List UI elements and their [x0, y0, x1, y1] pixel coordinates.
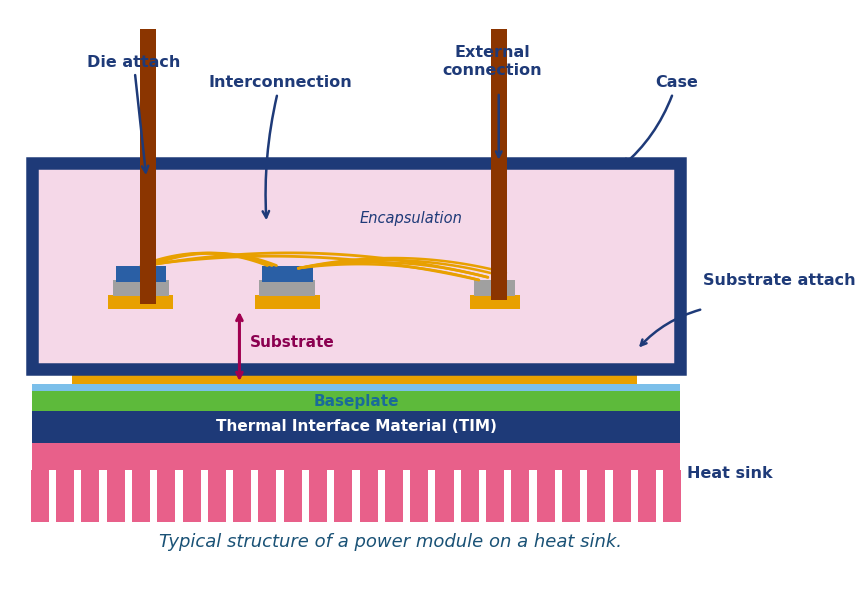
Text: Case: Case	[623, 75, 698, 165]
Bar	[233, 470, 251, 522]
Bar	[183, 470, 201, 522]
Text: Thermal Interface Material (TIM): Thermal Interface Material (TIM)	[215, 419, 497, 434]
Bar	[32, 163, 681, 368]
Bar	[490, 29, 507, 300]
Bar	[461, 470, 479, 522]
Bar	[385, 470, 403, 522]
Bar	[663, 470, 682, 522]
Bar	[32, 384, 681, 411]
Bar	[262, 266, 312, 282]
Bar	[536, 470, 554, 522]
Bar	[360, 470, 378, 522]
Bar	[410, 470, 428, 522]
Bar	[32, 411, 681, 443]
Text: Typical structure of a power module on a heat sink.: Typical structure of a power module on a…	[159, 533, 622, 551]
Text: Baseplate: Baseplate	[313, 393, 399, 408]
Text: External
connection: External connection	[443, 45, 542, 78]
Bar	[470, 295, 520, 309]
Bar	[208, 470, 226, 522]
Bar	[113, 280, 169, 296]
Text: Interconnection: Interconnection	[208, 75, 352, 218]
Bar	[255, 295, 320, 309]
Bar	[157, 470, 176, 522]
Bar	[32, 443, 681, 470]
Bar	[31, 470, 48, 522]
Bar	[587, 470, 606, 522]
Text: Die attach: Die attach	[87, 54, 181, 172]
Bar	[32, 384, 681, 391]
Bar	[73, 340, 637, 367]
Text: Substrate: Substrate	[250, 335, 335, 350]
Bar	[486, 470, 504, 522]
Bar	[73, 367, 637, 384]
Bar	[260, 280, 316, 296]
Bar	[435, 470, 453, 522]
Bar	[108, 295, 174, 309]
Bar	[562, 470, 580, 522]
Bar	[56, 470, 74, 522]
Bar	[284, 470, 302, 522]
Bar	[612, 470, 631, 522]
Bar	[638, 470, 656, 522]
Bar	[116, 266, 166, 282]
Bar	[259, 470, 277, 522]
Text: Encapsulation: Encapsulation	[360, 211, 463, 226]
Bar	[474, 280, 515, 296]
Bar	[106, 470, 125, 522]
Bar	[140, 29, 157, 304]
Bar	[334, 470, 352, 522]
Bar	[511, 470, 529, 522]
Text: Heat sink: Heat sink	[687, 466, 772, 481]
Text: Substrate attach: Substrate attach	[703, 273, 855, 288]
Bar	[81, 470, 99, 522]
Bar	[131, 470, 150, 522]
Bar	[309, 470, 327, 522]
Bar	[73, 309, 637, 340]
